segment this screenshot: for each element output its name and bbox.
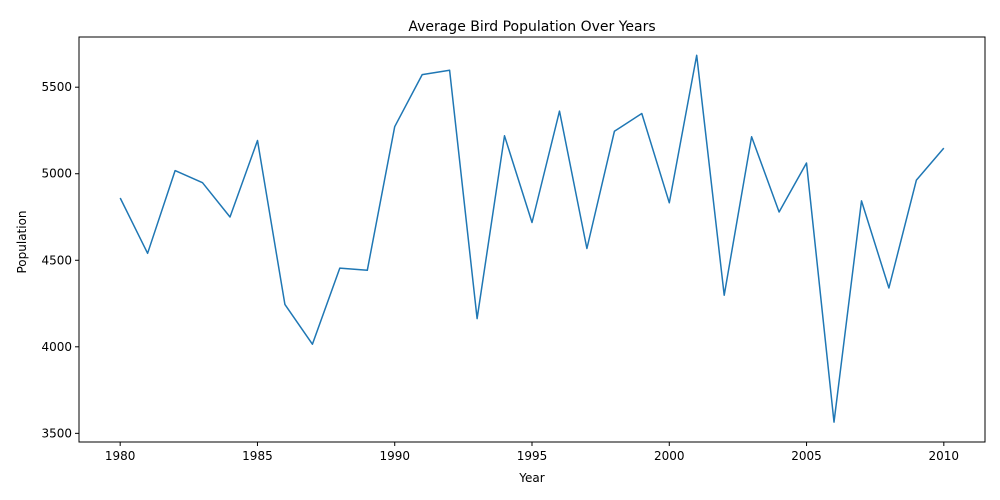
y-tick-label: 4500 [41, 253, 72, 267]
x-tick-label: 1990 [379, 449, 410, 463]
plot-frame [78, 36, 986, 443]
y-tick-label: 5000 [41, 167, 72, 181]
plot-area [119, 54, 945, 423]
y-tick-label: 5500 [41, 80, 72, 94]
x-tick-label: 1985 [242, 449, 273, 463]
x-axis-label: Year [518, 471, 544, 485]
series-line [119, 54, 945, 423]
y-axis: 3500 4000 4500 5000 5500 [41, 80, 79, 440]
x-tick-label: 2005 [791, 449, 822, 463]
x-tick-label: 2000 [654, 449, 685, 463]
x-tick-label: 1995 [517, 449, 548, 463]
x-axis: 1980 1985 1990 1995 2000 2005 2010 [105, 442, 959, 463]
x-tick-label: 1980 [105, 449, 136, 463]
y-tick-label: 4000 [41, 340, 72, 354]
y-axis-label: Population [15, 210, 29, 273]
y-tick-label: 3500 [41, 426, 72, 440]
x-tick-label: 2010 [929, 449, 960, 463]
chart-title: Average Bird Population Over Years [408, 19, 655, 35]
